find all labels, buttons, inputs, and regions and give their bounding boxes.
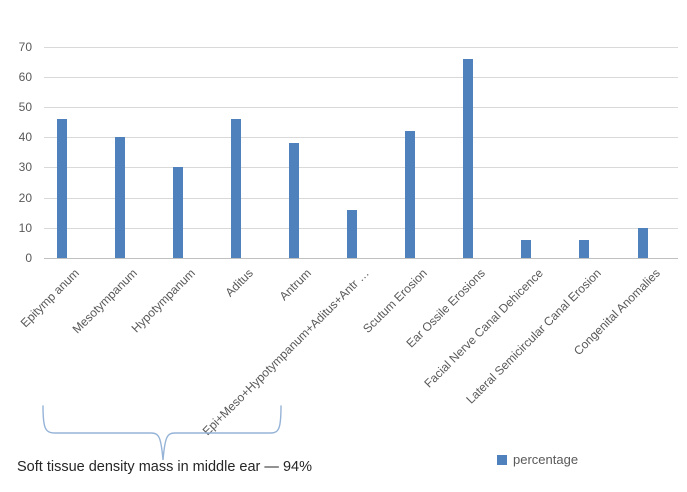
y-axis-tick-label-20: 20 [18, 190, 32, 205]
gridline-50 [44, 106, 678, 108]
bar-epi-meso-hypotympanum-aditus-antr [347, 209, 358, 258]
brace-path [42, 405, 282, 461]
legend: percentage [497, 452, 578, 467]
y-axis-tick-label-40: 40 [18, 130, 32, 145]
annotation-text: Soft tissue density mass in middle ear —… [17, 459, 312, 475]
gridline-10 [44, 227, 678, 229]
bar-antrum [289, 143, 300, 258]
x-axis-label-ear-ossile-erosions: Ear Ossile Erosions [403, 266, 489, 351]
y-axis-tick-label-50: 50 [18, 99, 32, 114]
y-axis-tick-label-30: 30 [18, 160, 32, 175]
bar-mesotympanum [115, 137, 126, 258]
y-axis-tick-label-70: 70 [18, 39, 32, 54]
gridline-70 [44, 46, 678, 48]
y-axis-tick-label-0: 0 [25, 251, 32, 265]
gridline-60 [44, 76, 678, 78]
bar-epitymp-anum [57, 119, 67, 258]
x-axis-line [44, 258, 678, 259]
legend-swatch-icon [497, 454, 507, 465]
bar-ear-ossile-erosions [463, 58, 474, 258]
bar-scutum-erosion [405, 131, 416, 258]
legend-label: percentage [513, 452, 579, 467]
y-axis-tick-label-10: 10 [18, 220, 32, 235]
bar-hypotympanum [173, 167, 184, 258]
gridline-30 [44, 167, 678, 169]
bar-lateral-semicircular-canal-erosion [579, 239, 590, 258]
bar-aditus [231, 119, 242, 258]
y-axis-tick-label-60: 60 [18, 69, 32, 84]
bar-facial-nerve-canal-dehicence [521, 239, 532, 258]
underbrace-annotation [42, 405, 282, 461]
gridline-20 [44, 197, 678, 199]
gridline-40 [44, 137, 678, 139]
bar-congenital-anomalies [637, 227, 648, 258]
